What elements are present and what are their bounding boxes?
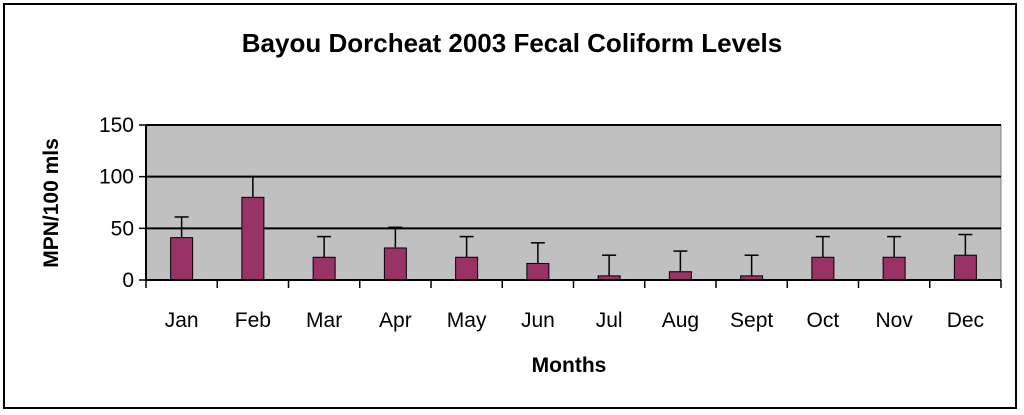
bar [383,247,407,281]
bar [953,254,977,281]
x-tick-label: Jun [521,309,555,332]
plot-area [145,124,1002,281]
error-bar [459,235,474,258]
y-tick-label: 50 [111,217,134,240]
bar [668,271,692,281]
error-bar [602,254,617,276]
x-tick-label: Jul [596,309,623,332]
bar [455,256,479,281]
bar [241,196,265,281]
bar [811,256,835,281]
x-tick-label: May [447,309,487,332]
bar [170,237,194,281]
y-tick-label: 100 [99,166,134,189]
y-axis-title: MPN/100 mls [40,138,63,268]
x-tick-label: Feb [235,309,271,332]
x-tick-label: Sept [730,309,773,332]
y-tick-label: 0 [122,269,134,292]
x-tick-label: Aug [662,309,699,332]
bar [882,256,906,281]
error-bar [530,242,545,264]
error-bar [245,175,260,198]
x-tick-label: Oct [807,309,840,332]
error-bar [673,250,688,272]
x-tick-label: Jan [165,309,199,332]
chart-title: Bayou Dorcheat 2003 Fecal Coliform Level… [242,28,782,58]
x-tick-label: Apr [379,309,412,332]
error-bar [958,233,973,256]
error-bar [887,235,902,258]
error-bar [317,235,332,258]
bar [526,262,550,281]
x-tick-label: Nov [875,309,913,332]
error-bar [388,226,403,248]
bar [312,256,336,281]
error-bar [815,235,830,258]
x-tick-label: Mar [306,309,342,332]
x-axis-title: Months [532,354,607,377]
error-bar [174,216,189,238]
y-tick-label: 150 [99,114,134,137]
error-bar [744,254,759,276]
x-tick-label: Dec [947,309,984,332]
